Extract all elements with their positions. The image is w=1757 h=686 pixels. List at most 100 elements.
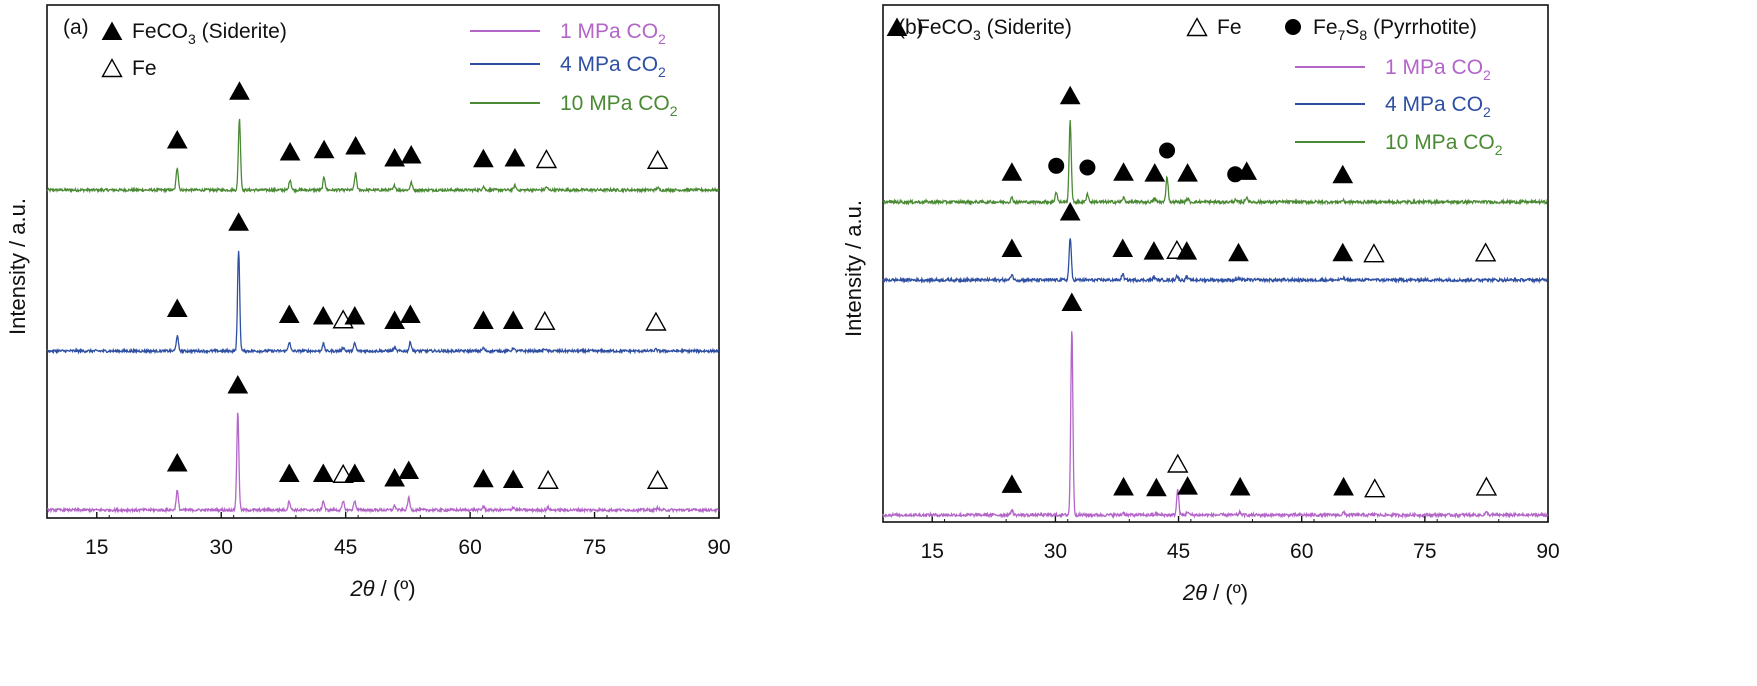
legend-label-suffix: (Siderite) <box>981 16 1072 39</box>
legend-label-sub: 3 <box>973 27 981 43</box>
series-line <box>46 250 720 355</box>
peak-marker-filled-triangle <box>400 304 421 323</box>
x-tick-label: 60 <box>458 536 481 559</box>
series-name-sub: 2 <box>658 31 666 47</box>
legend-label-main: FeCO <box>132 20 188 43</box>
series-name: 4 MPa CO <box>560 53 658 76</box>
peak-marker-filled-triangle <box>1061 292 1083 311</box>
series-name-sub: 2 <box>1483 104 1491 120</box>
peak-marker-open-triangle <box>1167 453 1189 473</box>
peak-marker-filled-triangle <box>473 468 494 488</box>
peak-marker-filled-triangle <box>312 463 334 482</box>
peak-marker-filled-triangle <box>1177 163 1198 182</box>
peak-marker-filled-triangle <box>1177 476 1198 495</box>
peak-marker-filled-triangle <box>1144 163 1166 182</box>
series-line <box>882 238 1549 285</box>
series-legend-label: 1 MPa CO2 <box>560 20 666 47</box>
x-tick-label: 30 <box>210 536 233 559</box>
series-line <box>46 412 719 514</box>
peak-marker-filled-triangle <box>1229 476 1251 496</box>
x-axis-unit: / (º) <box>375 576 416 601</box>
series-legend-item: 1 MPa CO2 <box>1295 56 1491 83</box>
peak-marker-open-triangle <box>1363 243 1385 263</box>
series-1 <box>46 212 720 355</box>
x-tick-label: 15 <box>85 536 108 559</box>
peak-marker-filled-triangle <box>312 305 334 325</box>
legend-label-main: FeCO <box>917 16 973 39</box>
peak-marker-filled-triangle <box>384 310 405 329</box>
peak-marker-open-triangle <box>1364 478 1386 498</box>
peak-marker-filled-triangle <box>1059 201 1081 221</box>
y-axis-label: Intensity / a.u. <box>5 198 30 335</box>
peak-marker-filled-triangle <box>1143 241 1165 260</box>
x-tick-label: 15 <box>921 540 944 563</box>
peak-marker-filled-triangle <box>166 129 188 149</box>
peak-marker-filled-triangle <box>398 460 420 479</box>
peak-marker-filled-triangle <box>1112 238 1134 258</box>
peak-marker-circle <box>1159 142 1176 159</box>
plot-frame <box>882 4 1549 523</box>
marker-legend-label: Fe <box>1217 16 1242 39</box>
x-axis-label: 2θ / (º) <box>349 576 415 601</box>
peak-marker-filled-triangle <box>473 310 494 329</box>
legend-label-main: Fe <box>132 57 157 80</box>
series-line <box>882 331 1549 520</box>
peak-marker-filled-triangle <box>345 135 366 155</box>
series-2 <box>46 374 719 514</box>
peak-marker-filled-triangle <box>229 81 250 100</box>
peak-marker-filled-triangle <box>344 305 366 325</box>
x-tick-label: 45 <box>1167 540 1190 563</box>
open-triangle-icon <box>1186 17 1208 37</box>
series-name: 1 MPa CO <box>1385 56 1483 79</box>
x-tick-label: 75 <box>1413 540 1436 563</box>
marker-legend-item: Fe <box>1186 16 1242 39</box>
peak-marker-filled-triangle <box>1113 476 1134 496</box>
panel-label: (a) <box>63 16 89 39</box>
peak-marker-filled-triangle <box>166 298 188 317</box>
series-legend-item: 4 MPa CO2 <box>1295 93 1491 120</box>
legend-label-suffix: (Siderite) <box>196 20 287 43</box>
x-tick-label: 90 <box>1536 540 1559 563</box>
series-name-sub: 2 <box>1483 67 1491 83</box>
peak-marker-filled-triangle <box>279 141 301 161</box>
series-name: 4 MPa CO <box>1385 93 1483 116</box>
peak-marker-filled-triangle <box>504 147 526 167</box>
legend-label-sub: 7 <box>1338 27 1346 43</box>
marker-legend-label: FeCO3 (Siderite) <box>132 20 287 47</box>
peak-marker-filled-triangle <box>228 212 249 231</box>
peak-marker-filled-triangle <box>473 148 494 168</box>
legend-label-mid: S <box>1345 16 1359 39</box>
chart-panel-a: 15 30 45 60 75 90 2θ / (º) Intensity / a.u. (a) F… <box>5 4 731 601</box>
peak-marker-filled-triangle <box>1333 476 1354 496</box>
x-tick-label: 45 <box>334 536 357 559</box>
series-name-sub: 2 <box>1495 142 1503 158</box>
series-2 <box>882 292 1549 520</box>
peak-marker-filled-triangle <box>1236 161 1258 180</box>
marker-legend-item: FeCO3 (Siderite) <box>101 20 287 47</box>
series-legend-item: 10 MPa CO2 <box>1295 131 1503 158</box>
x-axis-label: 2θ / (º) <box>1182 580 1248 605</box>
peak-marker-filled-triangle <box>1228 242 1249 262</box>
peak-marker-open-triangle <box>646 469 669 489</box>
series-legend-label: 4 MPa CO2 <box>1385 93 1491 120</box>
plot-frame <box>46 4 720 519</box>
peak-marker-filled-triangle <box>344 463 366 482</box>
series-line <box>46 118 720 194</box>
peak-marker-filled-triangle <box>502 310 524 329</box>
series-legend-label: 1 MPa CO2 <box>1385 56 1491 83</box>
peak-marker-open-triangle <box>534 310 556 330</box>
peak-marker-filled-triangle <box>1059 85 1081 105</box>
x-axis-unit: / (º) <box>1207 580 1248 605</box>
marker-legend-label: FeCO3 (Siderite) <box>917 16 1072 43</box>
series-line <box>882 120 1549 206</box>
peak-marker-filled-triangle <box>166 452 188 472</box>
open-triangle-icon <box>101 58 123 78</box>
legend-label-sub2: 8 <box>1359 27 1367 43</box>
series-name: 10 MPa CO <box>560 92 670 115</box>
series-legend-item: 4 MPa CO2 <box>470 53 666 80</box>
series-legend-label: 10 MPa CO2 <box>560 92 678 119</box>
series-1 <box>882 201 1549 285</box>
x-tick-label: 30 <box>1044 540 1067 563</box>
peak-marker-circle <box>1079 159 1096 176</box>
peak-marker-filled-triangle <box>1176 241 1198 260</box>
